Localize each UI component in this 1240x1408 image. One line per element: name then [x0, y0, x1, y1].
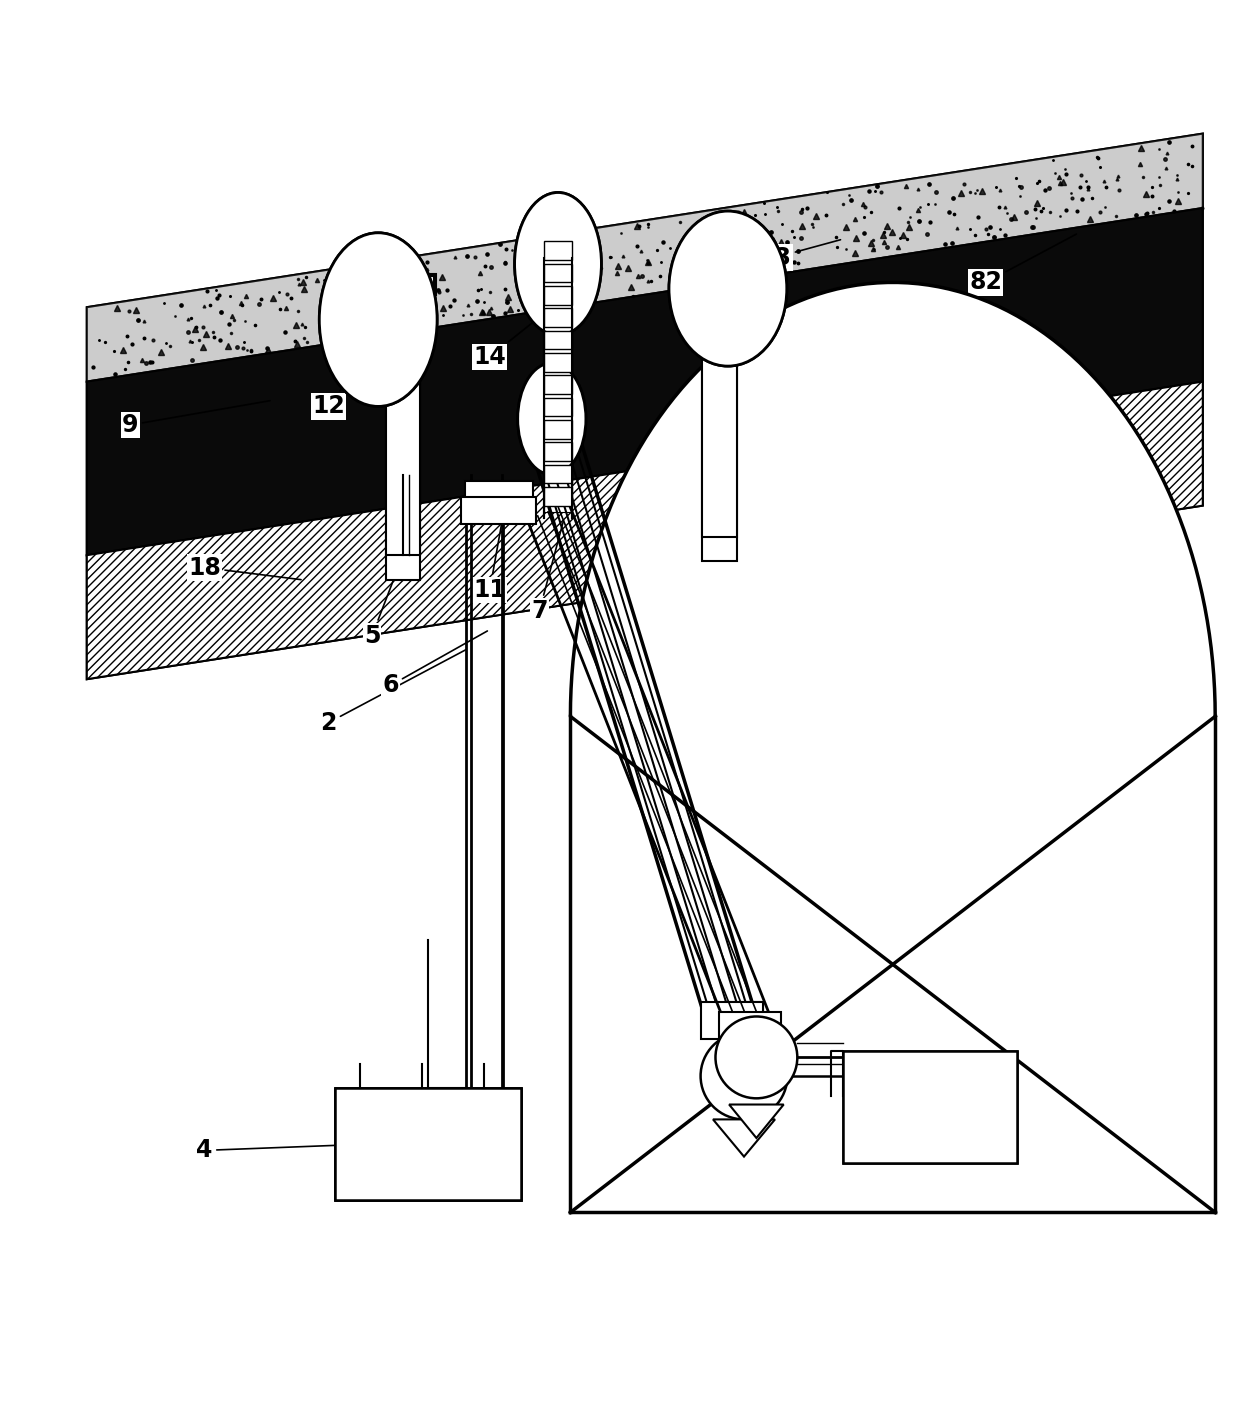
Text: 18: 18 [188, 556, 301, 580]
Bar [544, 249, 572, 266]
Text: 6: 6 [382, 631, 487, 697]
Bar [544, 338, 572, 356]
Bar [544, 494, 572, 511]
Polygon shape [87, 382, 1203, 679]
Polygon shape [713, 1119, 775, 1156]
Bar [544, 308, 572, 327]
Bar [544, 449, 572, 467]
Bar [544, 331, 572, 349]
Bar [544, 472, 572, 490]
Bar [544, 420, 572, 439]
Text: 82: 82 [970, 234, 1076, 294]
Text: 11: 11 [474, 524, 506, 603]
Text: 2: 2 [320, 649, 466, 735]
Text: 8: 8 [630, 570, 647, 660]
Polygon shape [87, 208, 1203, 555]
Polygon shape [729, 1104, 784, 1138]
Bar [544, 286, 572, 304]
Polygon shape [570, 283, 1215, 1212]
Text: 80: 80 [937, 611, 983, 659]
Bar [701, 1001, 763, 1039]
Polygon shape [87, 134, 1203, 382]
Bar [335, 1088, 521, 1200]
Polygon shape [87, 208, 1203, 555]
Ellipse shape [670, 211, 786, 366]
Text: 83: 83 [759, 239, 841, 269]
Circle shape [701, 1032, 787, 1119]
Bar [686, 249, 753, 270]
Text: 1: 1 [680, 983, 751, 1043]
Ellipse shape [517, 363, 587, 474]
Ellipse shape [320, 232, 436, 407]
Text: 7: 7 [531, 521, 563, 622]
Bar [544, 442, 572, 460]
Bar [544, 406, 572, 422]
Polygon shape [87, 382, 1203, 679]
Bar [544, 383, 572, 400]
Text: 9: 9 [122, 401, 270, 436]
Bar [702, 270, 737, 562]
Text: 3: 3 [828, 995, 854, 1086]
Text: 10: 10 [672, 539, 715, 622]
Bar [843, 1052, 1017, 1163]
Bar [544, 428, 572, 445]
Text: 4: 4 [196, 1139, 363, 1163]
Bar [544, 272, 572, 289]
Bar [544, 315, 572, 334]
Text: 5: 5 [363, 558, 402, 648]
Text: 14: 14 [474, 308, 549, 369]
Bar [702, 270, 737, 536]
Bar [843, 1052, 1017, 1163]
Bar [370, 273, 436, 294]
Bar [544, 360, 572, 377]
Bar [688, 252, 750, 270]
Bar [544, 397, 572, 417]
Bar [372, 276, 434, 294]
Ellipse shape [515, 193, 601, 335]
Bar [465, 480, 533, 511]
Ellipse shape [320, 232, 436, 407]
Bar [725, 1001, 763, 1032]
Polygon shape [87, 134, 1203, 382]
Ellipse shape [515, 193, 601, 335]
Bar [386, 294, 420, 555]
Bar [544, 293, 572, 311]
Bar [544, 263, 572, 283]
Bar [544, 353, 572, 372]
Bar [544, 487, 572, 505]
Bar [335, 1088, 521, 1200]
Bar [544, 242, 572, 260]
Text: 12: 12 [312, 341, 377, 418]
Bar [544, 465, 572, 483]
Bar [719, 1011, 781, 1039]
Ellipse shape [670, 211, 786, 366]
Bar [544, 376, 572, 394]
Text: 81: 81 [1025, 500, 1089, 535]
Bar [335, 1088, 521, 1200]
Ellipse shape [517, 363, 587, 474]
Bar [461, 497, 536, 524]
Circle shape [715, 1017, 797, 1098]
Bar [386, 294, 420, 580]
